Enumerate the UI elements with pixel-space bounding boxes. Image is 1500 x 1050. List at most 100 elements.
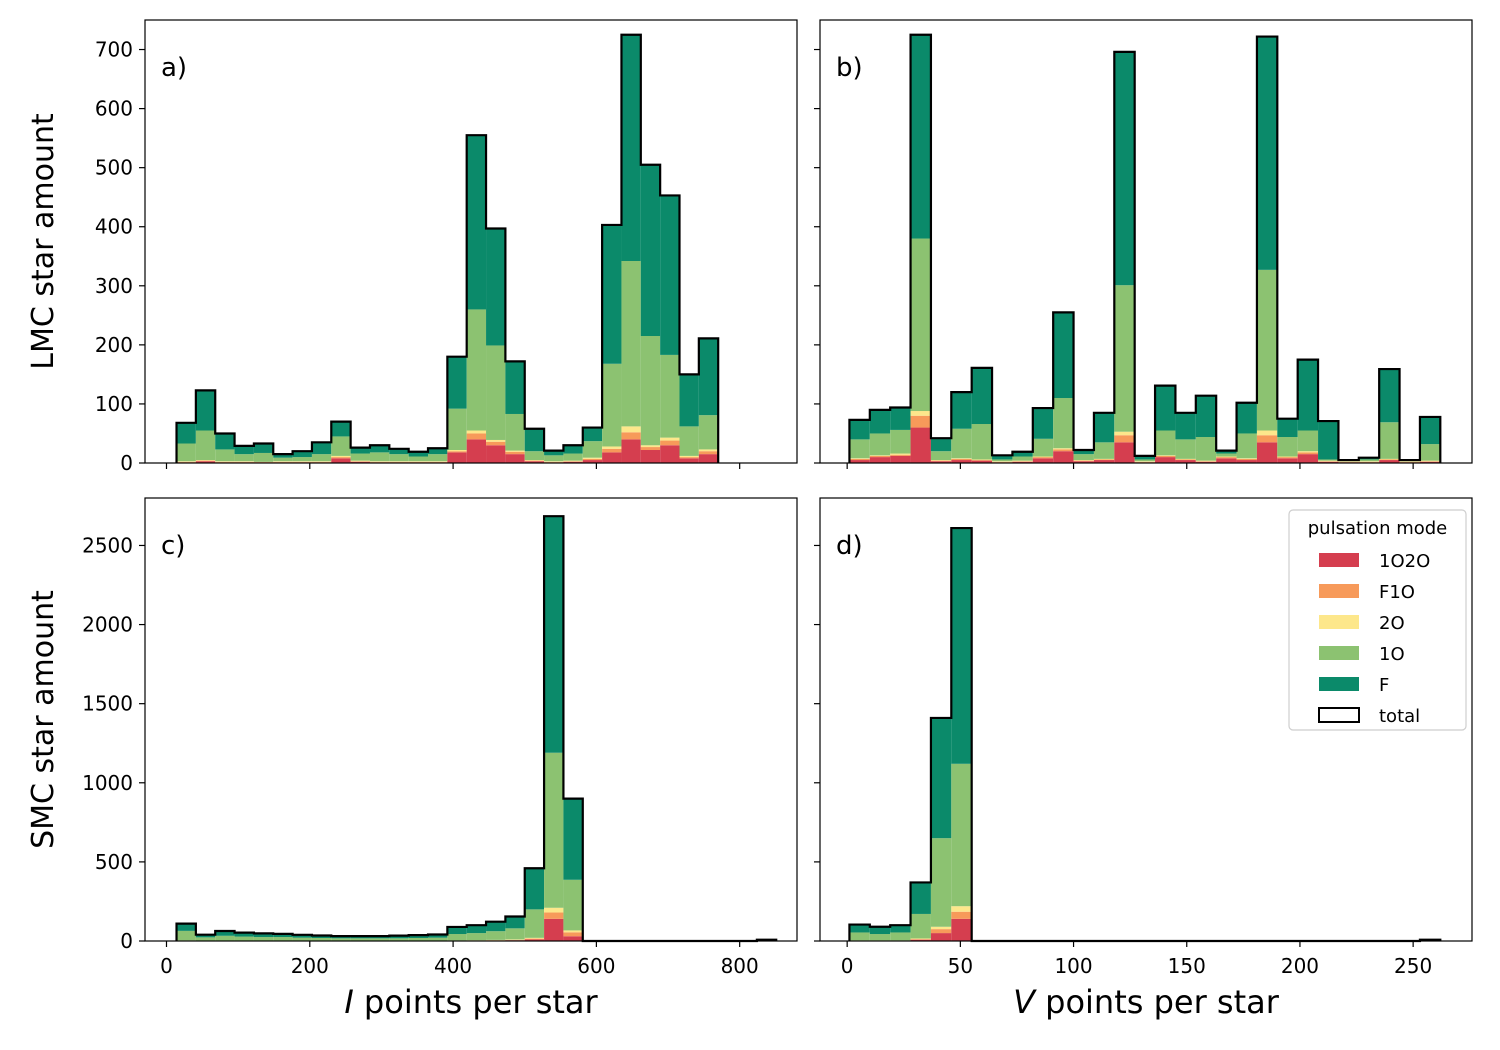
bar-1O-3 [910, 238, 931, 412]
bar-1O2O-4 [930, 933, 952, 941]
bar-F-9 [350, 447, 370, 454]
legend-label-1O: 1O [1379, 644, 1405, 665]
bar-1O-1 [195, 937, 216, 941]
bar-2O-24 [1338, 461, 1359, 462]
bar-F-13 [1114, 51, 1135, 286]
bar-2O-0 [176, 461, 196, 462]
ytick-label: 2500 [82, 533, 133, 557]
bar-F1O-19 [544, 461, 564, 463]
bar-1O2O-19 [544, 918, 564, 941]
x-axis-label: V points per star [1013, 983, 1280, 1021]
xtick-label: 400 [434, 954, 472, 978]
bar-2O-6 [292, 461, 312, 462]
bar-1O-18 [524, 909, 545, 938]
bar-2O-20 [563, 460, 583, 462]
bar-1O2O-16 [486, 445, 506, 463]
bar-F-23 [1318, 421, 1339, 460]
bar-2O-12 [1093, 458, 1115, 460]
bar-2O-16 [486, 439, 506, 442]
bar-1O-21 [1277, 437, 1298, 457]
bar-F1O-2 [890, 454, 911, 456]
bar-F1O-2 [215, 461, 235, 463]
xtick-label: 0 [841, 954, 854, 978]
bar-F1O-5 [951, 458, 972, 461]
bar-1O-11 [389, 938, 409, 941]
bar-1O2O-26 [679, 458, 699, 463]
bar-F-18 [524, 428, 545, 452]
bar-2O-24 [640, 445, 661, 448]
bar-2O-21 [1277, 456, 1298, 458]
bar-F-8 [331, 936, 351, 939]
bar-F1O-16 [486, 441, 506, 446]
bar-F1O-3 [234, 461, 254, 463]
bar-F-27 [698, 338, 719, 416]
bar-1O-10 [369, 452, 390, 462]
bar-F-14 [447, 356, 467, 409]
bar-F-2 [215, 433, 235, 450]
bar-F-12 [1093, 412, 1115, 443]
bar-F1O-18 [524, 460, 545, 462]
ytick-label: 400 [95, 215, 133, 239]
ytick-label: 700 [95, 38, 133, 62]
bar-2O-9 [1032, 456, 1054, 458]
bar-1O-9 [350, 453, 370, 461]
bar-F1O-20 [1256, 435, 1278, 443]
bar-F-6 [971, 367, 993, 425]
bar-2O-3 [234, 461, 254, 462]
bar-1O-8 [331, 938, 351, 941]
bar-1O-15 [1155, 430, 1176, 456]
total-outline [175, 33, 720, 463]
bar-1O-22 [1297, 430, 1319, 452]
bar-F1O-15 [1155, 455, 1176, 458]
bar-F-1 [195, 390, 216, 431]
ytick-label: 0 [120, 451, 133, 475]
bar-2O-14 [447, 450, 467, 452]
bar-1O2O-19 [1236, 460, 1257, 463]
bar-1O-0 [176, 930, 196, 941]
bar-F-19 [544, 516, 564, 753]
panel-a: 0 100 200 300 400 500 600 700 a) LMC star amount [26, 19, 798, 475]
xtick-label: 800 [721, 954, 759, 978]
bar-F1O-20 [563, 461, 583, 462]
bar-F1O-8 [331, 457, 351, 459]
bar-F1O-28 [1419, 461, 1441, 462]
legend-label-total: total [1379, 706, 1420, 727]
bar-1O-16 [486, 931, 506, 940]
bar-F-4 [930, 438, 952, 452]
bar-F1O-19 [1236, 458, 1257, 461]
bar-2O-13 [428, 461, 448, 462]
bar-2O-26 [679, 455, 699, 458]
bar-1O-17 [1195, 437, 1217, 461]
bar-1O-5 [951, 428, 972, 459]
bar-1O-20 [563, 879, 583, 931]
bar-1O-25 [660, 354, 680, 438]
bar-2O-4 [930, 926, 952, 930]
bar-F-2 [890, 407, 911, 430]
bar-1O-11 [389, 454, 409, 462]
bar-1O-6 [971, 424, 993, 460]
bar-F-1 [869, 409, 891, 434]
bar-2O-8 [331, 455, 351, 458]
bar-F1O-10 [1053, 449, 1074, 452]
bar-1O-15 [466, 933, 487, 941]
axes-frame [819, 19, 1473, 464]
legend-label-F1O: F1O [1379, 582, 1415, 603]
y-axis-label: SMC star amount [26, 590, 61, 849]
xtick-label: 250 [1394, 954, 1432, 978]
bar-1O-1 [869, 934, 891, 941]
bar-2O-5 [951, 906, 972, 912]
bar-F1O-14 [447, 451, 467, 453]
panel-label: d) [836, 531, 863, 561]
bar-1O-0 [176, 443, 196, 462]
bar-2O-17 [1195, 460, 1217, 462]
bar-1O2O-11 [1073, 461, 1094, 463]
bar-1O-21 [582, 441, 603, 458]
bar-1O-0 [849, 932, 870, 941]
bar-F1O-16 [1175, 459, 1196, 461]
bar-F-5 [951, 528, 972, 764]
bar-F-9 [350, 936, 370, 939]
total-outline [175, 515, 778, 943]
bar-1O2O-22 [1297, 454, 1319, 463]
bar-1O-3 [910, 913, 931, 939]
